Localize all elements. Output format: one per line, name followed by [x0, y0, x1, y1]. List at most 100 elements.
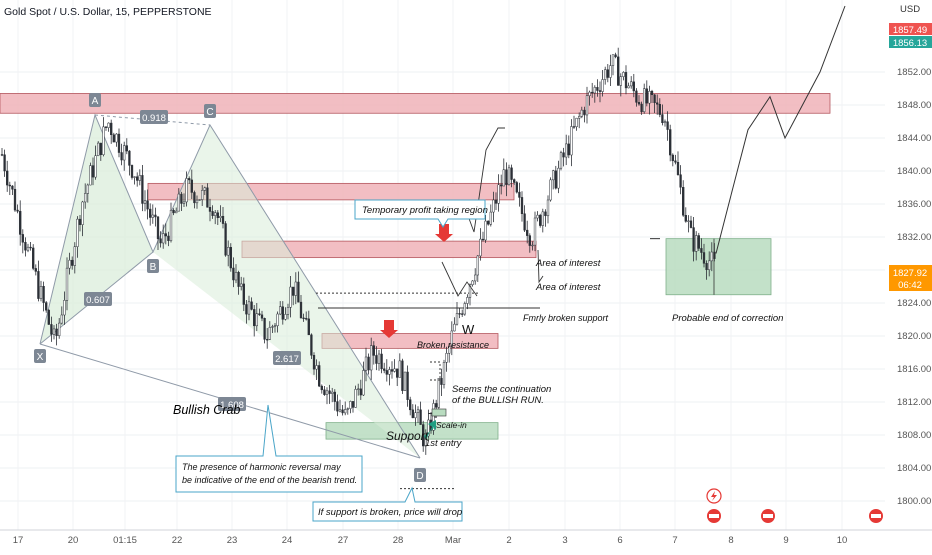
candle-body	[159, 238, 162, 244]
candle-body	[71, 259, 74, 266]
candle-body	[164, 233, 167, 237]
candle-body	[708, 260, 711, 271]
support-broken-text: If support is broken, price will drop	[318, 507, 462, 518]
candle-body	[440, 378, 443, 385]
candle-body	[445, 352, 448, 363]
candle-body	[76, 218, 79, 247]
harmonic-triangle-xab	[40, 115, 153, 344]
candle-body	[437, 378, 440, 408]
price-tick-1820: 1820.00	[897, 331, 931, 342]
candle-body	[645, 88, 648, 104]
candle-body	[289, 286, 292, 308]
candle-body	[297, 281, 300, 303]
candle-body	[315, 365, 318, 370]
candle-body	[307, 318, 310, 336]
candle-body	[120, 152, 123, 161]
candle-body	[16, 209, 19, 212]
candle-body	[461, 313, 464, 315]
candle-body	[188, 178, 191, 181]
time-tick-2: 01:15	[113, 535, 137, 546]
candle-body	[359, 388, 362, 396]
candle-body	[45, 302, 48, 311]
candle-body	[190, 179, 193, 193]
candle-body	[689, 220, 693, 228]
candle-body	[136, 176, 139, 181]
price-tick-1848: 1848.00	[897, 100, 931, 111]
candle-body	[99, 142, 102, 155]
candle-body	[63, 300, 66, 316]
candle-body	[260, 314, 264, 319]
candle-body	[414, 412, 417, 419]
candle-body	[640, 103, 643, 113]
price-tick-1836: 1836.00	[897, 199, 931, 210]
candle-body	[684, 215, 687, 222]
candle-body	[281, 306, 284, 320]
candle-body	[201, 190, 204, 200]
candle-body	[557, 167, 560, 189]
candle-body	[705, 263, 708, 271]
harmonic-ac-line	[94, 114, 211, 126]
candle-body	[377, 353, 381, 364]
candle-body	[650, 90, 654, 96]
candle-body	[596, 87, 599, 91]
candle-body	[393, 368, 396, 372]
candle-body	[102, 126, 105, 155]
candle-body	[622, 72, 625, 77]
candle-body	[141, 175, 144, 204]
candle-body	[255, 313, 258, 327]
candle-body	[112, 134, 115, 143]
candle-body	[286, 307, 290, 315]
time-tick-15: 10	[837, 535, 848, 546]
candle-body	[65, 267, 69, 301]
candle-body	[198, 199, 201, 201]
candle-body	[604, 69, 607, 80]
candle-body	[609, 65, 612, 78]
candle-body	[614, 54, 617, 58]
candle-body	[401, 360, 404, 391]
price-badge-red	[889, 23, 932, 35]
point-x-badge	[34, 349, 46, 363]
price-axis[interactable]: USD 1800.00 1804.00 1808.00 1812.00 1816.00 1…	[885, 0, 932, 530]
candle-body	[206, 187, 209, 208]
candle-body	[635, 90, 638, 103]
candle-body	[37, 271, 40, 299]
candle-body	[367, 356, 370, 371]
candle-body	[487, 220, 490, 225]
candle-body	[175, 210, 178, 214]
candle-body	[697, 235, 700, 249]
candle-body	[591, 91, 594, 94]
candle-body	[221, 215, 225, 224]
time-axis-background	[0, 530, 885, 550]
candle-body	[84, 193, 87, 203]
candle-body	[471, 280, 474, 285]
candle-body	[502, 169, 505, 187]
candle-body	[362, 370, 365, 396]
point-d-label: D	[416, 471, 423, 482]
candle-body	[643, 88, 646, 113]
point-b-badge	[147, 259, 159, 273]
candle-body	[432, 403, 435, 431]
point-c-label: C	[206, 107, 213, 118]
candle-body	[177, 193, 180, 212]
candle-body	[182, 201, 186, 204]
candle-body	[653, 94, 656, 104]
candle-body	[383, 368, 386, 371]
ratio-0918-label: 0.918	[142, 113, 166, 124]
us-flag-stripe-1	[709, 514, 719, 518]
candle-body	[149, 208, 152, 218]
candle-body	[110, 122, 113, 135]
candle-body	[6, 170, 9, 186]
time-tick-7: 28	[393, 535, 404, 546]
candle-body	[406, 371, 409, 400]
ratio-1608-badge	[218, 397, 246, 411]
area-interest-2-text: Area of interest	[535, 282, 601, 293]
time-tick-3: 22	[172, 535, 183, 546]
candle-body	[151, 214, 154, 218]
candle-body	[55, 328, 58, 336]
zone-support-4	[325, 422, 499, 440]
time-axis[interactable]: 17 20 01:15 22 23 24 27 28 Mar 2 3 6 7 8 9 10	[0, 529, 932, 550]
probable-end-text: Probable end of correction	[672, 313, 783, 324]
candle-body	[19, 210, 22, 235]
point-d-badge	[414, 468, 426, 482]
